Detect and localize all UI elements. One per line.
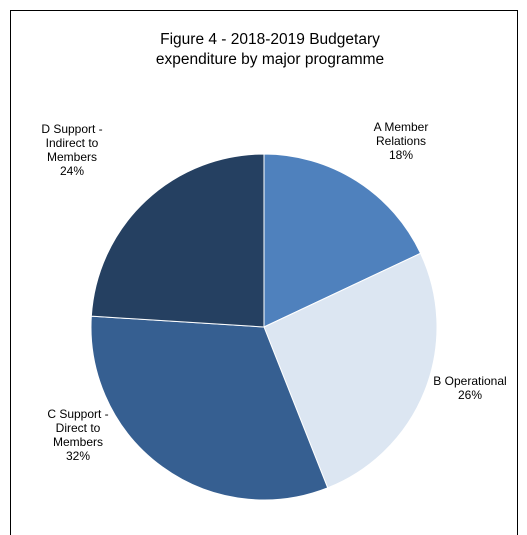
- pie-slice-c: [90, 315, 329, 501]
- pie-slice-b: [263, 252, 438, 489]
- pie-slice-a: [263, 153, 422, 328]
- slice-label-a: A Member Relations 18%: [374, 120, 429, 162]
- pie-slice-d: [90, 153, 265, 328]
- slice-label-c: C Support -Direct to Members 32%: [47, 407, 108, 463]
- pie-slices: [90, 153, 438, 501]
- slice-label-b: B Operational 26%: [433, 374, 506, 402]
- slice-label-d: D Support -Indirect to Members 24%: [41, 122, 102, 178]
- chart-title: Figure 4 - 2018-2019 Budgetary expenditu…: [155, 31, 385, 68]
- pie-labels: A Member Relations 18% B Operational 26% C Su…: [41, 120, 506, 463]
